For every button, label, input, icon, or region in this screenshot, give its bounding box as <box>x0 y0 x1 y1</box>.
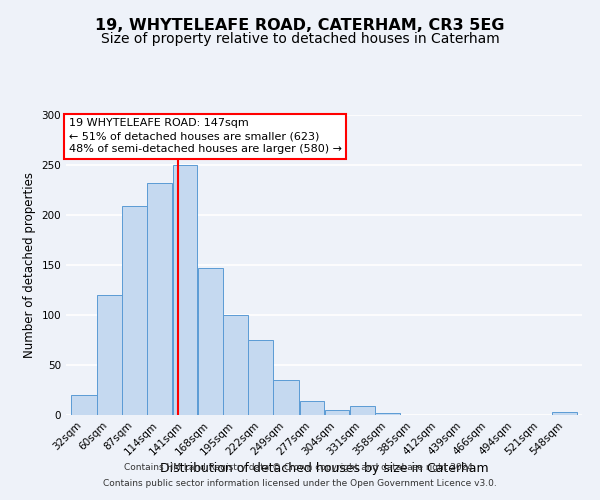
Bar <box>173 165 197 415</box>
Bar <box>97 295 122 415</box>
Text: Contains HM Land Registry data © Crown copyright and database right 2024.: Contains HM Land Registry data © Crown c… <box>124 464 476 472</box>
Text: 19, WHYTELEAFE ROAD, CATERHAM, CR3 5EG: 19, WHYTELEAFE ROAD, CATERHAM, CR3 5EG <box>95 18 505 32</box>
Bar <box>223 315 248 415</box>
Text: Size of property relative to detached houses in Caterham: Size of property relative to detached ho… <box>101 32 499 46</box>
Bar <box>71 395 97 415</box>
Bar <box>375 413 400 415</box>
Bar <box>198 268 223 415</box>
Bar <box>299 401 324 415</box>
Y-axis label: Number of detached properties: Number of detached properties <box>23 172 36 358</box>
Bar <box>122 206 147 415</box>
Bar <box>553 412 577 415</box>
Bar <box>274 380 299 415</box>
Bar <box>248 340 273 415</box>
Bar <box>350 406 374 415</box>
Text: 19 WHYTELEAFE ROAD: 147sqm
← 51% of detached houses are smaller (623)
48% of sem: 19 WHYTELEAFE ROAD: 147sqm ← 51% of deta… <box>68 118 341 154</box>
X-axis label: Distribution of detached houses by size in Caterham: Distribution of detached houses by size … <box>160 462 488 475</box>
Bar <box>325 410 349 415</box>
Text: Contains public sector information licensed under the Open Government Licence v3: Contains public sector information licen… <box>103 478 497 488</box>
Bar <box>148 183 172 415</box>
